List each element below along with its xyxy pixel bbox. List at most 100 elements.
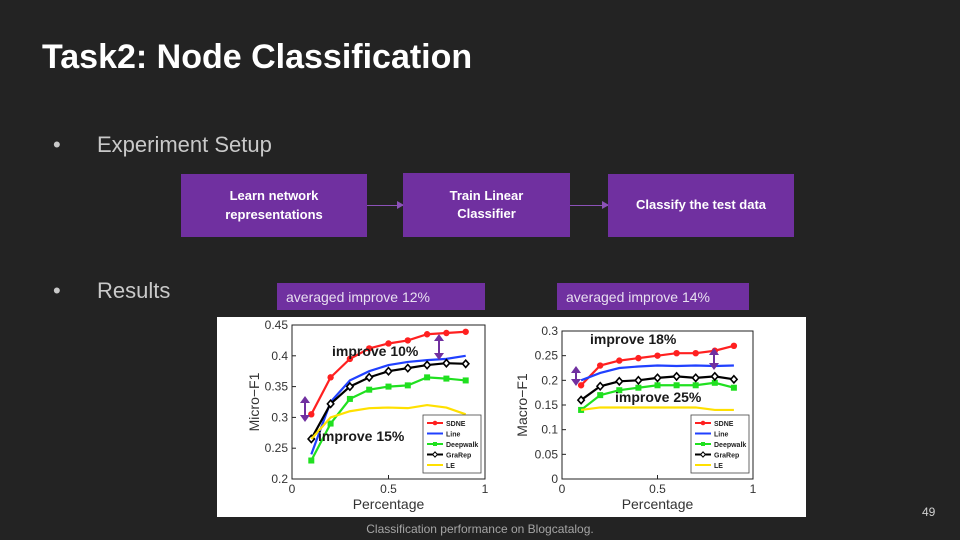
chart2-point-grarep — [615, 376, 624, 387]
chart1-point-deepwalk — [385, 383, 392, 390]
chart1-point-grarep — [384, 366, 393, 377]
chart1-improve-arrow-head-down — [300, 415, 310, 422]
chart1-point-deepwalk — [366, 386, 373, 393]
chart1-point-sdne — [385, 340, 392, 347]
chart2-legend-label-le: LE — [714, 463, 723, 470]
chart1-point-sdne — [404, 337, 411, 344]
chart2-yaxis-label: Macro−F1 — [514, 373, 530, 437]
chart2-point-deepwalk — [692, 382, 699, 389]
bullet-marker: • — [53, 132, 61, 157]
chart2-point-deepwalk — [616, 387, 623, 394]
chart2-point-sdne — [673, 350, 680, 357]
chart1-legend-label-sdne: SDNE — [446, 421, 466, 428]
chart1-legend-label-grarep: GraRep — [446, 453, 471, 460]
flow-step-classify-label: Classify the test data — [635, 197, 767, 213]
chart2-point-deepwalk — [730, 384, 737, 391]
chart1-ytick-label: 0.4 — [271, 349, 288, 363]
bullet-experiment-setup: • Experiment Setup — [53, 132, 272, 158]
flow-step-train: Train Linear Classifier — [403, 173, 570, 237]
chart1-xtick-label: 1 — [482, 482, 489, 496]
chart1-point-sdne — [346, 355, 354, 363]
chart1-xtick-label: 0 — [289, 482, 296, 496]
slide-title: Task2: Node Classification — [42, 38, 473, 76]
chart1-point-grarep — [326, 399, 335, 409]
chart2-point-grarep — [729, 374, 739, 385]
chart1-ytick-label: 0.35 — [265, 380, 289, 394]
chart2-improve-arrow-head-up — [709, 348, 719, 355]
chart2-improve-arrow-head-down — [709, 363, 719, 370]
chart1-xtick-label: 0.5 — [380, 482, 397, 496]
chart1-point-deepwalk — [462, 377, 469, 384]
chart2-point-sdne — [597, 362, 604, 369]
chart2-improve-annotation: improve 25% — [615, 389, 702, 405]
chart1-point-sdne — [366, 345, 373, 352]
chart1-series-line-line — [310, 354, 466, 455]
flow-step-classify: Classify the test data — [608, 174, 794, 237]
chart1-legend-label-line: Line — [446, 432, 460, 439]
chart2-point-grarep — [653, 373, 662, 383]
chart1-point-grarep — [422, 360, 432, 370]
chart2-point-sdne — [577, 382, 585, 389]
chart2-ytick-label: 0.1 — [541, 423, 558, 437]
chart2-ytick-label: 0.3 — [541, 324, 558, 338]
bullet-marker: • — [53, 278, 61, 303]
chart1-point-deepwalk — [346, 395, 353, 402]
chart1-point-deepwalk — [327, 420, 334, 427]
figure-caption: Classification performance on Blogcatalo… — [366, 522, 594, 536]
chart1-point-sdne — [423, 331, 431, 338]
chart1-improve-annotation: improve 15% — [318, 428, 405, 444]
chart2-legend-label-line: Line — [714, 432, 728, 439]
chart1-xaxis-label: Percentage — [353, 496, 425, 512]
chart2-legend-label-deepwalk: Deepwalk — [714, 442, 746, 449]
chart2-point-grarep — [576, 395, 586, 405]
chart2-point-deepwalk — [578, 406, 585, 413]
bullet-setup-text: Experiment Setup — [97, 132, 272, 157]
chart2-point-grarep — [595, 381, 605, 392]
chart2-point-deepwalk — [654, 382, 661, 389]
chart2-series-line-le — [580, 406, 734, 412]
chart1-point-deepwalk — [404, 382, 411, 389]
chart2-point-sdne — [654, 352, 661, 359]
chart2-series-line-line — [580, 364, 734, 382]
flow-step-train-label: Train Linear Classifier — [449, 187, 524, 221]
chart2-point-grarep — [634, 375, 643, 386]
chart2-point-grarep — [691, 373, 700, 383]
chart1-point-deepwalk — [308, 457, 315, 464]
chart1-point-sdne — [327, 374, 334, 381]
flow-step-learn-label: Learn network representations — [225, 188, 323, 222]
chart1-point-deepwalk — [424, 374, 431, 381]
chart1-point-grarep — [364, 372, 374, 383]
bullet-results-text: Results — [97, 278, 171, 303]
chart2-ytick-label: 0 — [551, 472, 558, 486]
bullet-results: • Results — [53, 278, 171, 304]
chart1-point-grarep — [442, 358, 451, 368]
flow-arrow-1 — [367, 201, 404, 209]
flow-arrow-2 — [570, 201, 609, 209]
chart2-improve-annotation: improve 18% — [590, 331, 677, 347]
chart2-legend-label-grarep: GraRep — [714, 453, 739, 460]
chart2-improve-arrow-head-down — [571, 379, 581, 386]
chart-panel: 0.2 0.25 0.3 0.35 0.4 0.45 0 0.5 1 Percentage Micr… — [217, 317, 806, 517]
chart1-point-grarep — [345, 381, 355, 392]
page-number: 49 — [922, 505, 936, 519]
chart2-legend-label-sdne: SDNE — [714, 421, 734, 428]
chart2-point-sdne — [635, 354, 642, 362]
chart2-legend-marker — [700, 420, 706, 426]
chart2-point-grarep — [672, 371, 681, 382]
chart2-legend-marker — [701, 442, 705, 446]
chart1-legend-label-le: LE — [446, 463, 455, 470]
chart2-xtick-label: 0.5 — [649, 482, 666, 496]
chart1-legend-marker — [433, 442, 437, 446]
chart2-point-deepwalk — [673, 382, 680, 389]
avg-improve-right-badge: averaged improve 14% — [557, 283, 749, 310]
chart1-ytick-label: 0.2 — [271, 472, 288, 486]
chart1-point-sdne — [443, 329, 450, 337]
chart2-point-sdne — [616, 357, 623, 364]
chart1-legend-marker — [432, 420, 438, 426]
chart2-point-deepwalk — [711, 379, 718, 386]
chart2-point-deepwalk — [597, 392, 604, 399]
chart1-improve-arrow-head-up — [300, 396, 310, 403]
chart1-yaxis-label: Micro−F1 — [246, 372, 262, 431]
chart1-legend-marker — [431, 451, 439, 458]
chart1-improve-annotation: improve 10% — [332, 343, 419, 359]
